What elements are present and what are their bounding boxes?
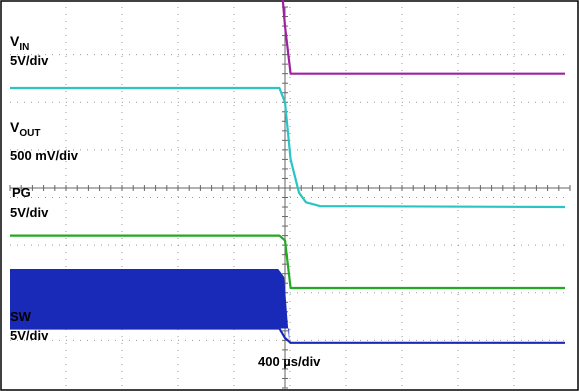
graticule <box>9 6 571 389</box>
vout-trace <box>10 86 566 209</box>
pg-channel-label: PG <box>12 185 31 200</box>
channel-labels: VIN 5V/div VOUT 500 mV/div PG 5V/div SW … <box>10 33 321 369</box>
x-axis-scale-label: 400 µs/div <box>258 354 321 369</box>
sw-scale-label: 5V/div <box>10 328 49 343</box>
vin-scale-label: 5V/div <box>10 53 49 68</box>
vin-trace <box>281 0 565 75</box>
pg-scale-label: 5V/div <box>10 205 49 220</box>
vout-scale-label: 500 mV/div <box>10 148 79 163</box>
vout-channel-label: VOUT <box>10 119 40 139</box>
sw-channel-label: SW <box>10 309 32 324</box>
vin-channel-label: VIN <box>10 33 29 53</box>
sw-trace <box>10 327 565 344</box>
traces <box>10 0 566 344</box>
sw-switching-band <box>10 268 290 343</box>
pg-trace <box>10 234 565 290</box>
